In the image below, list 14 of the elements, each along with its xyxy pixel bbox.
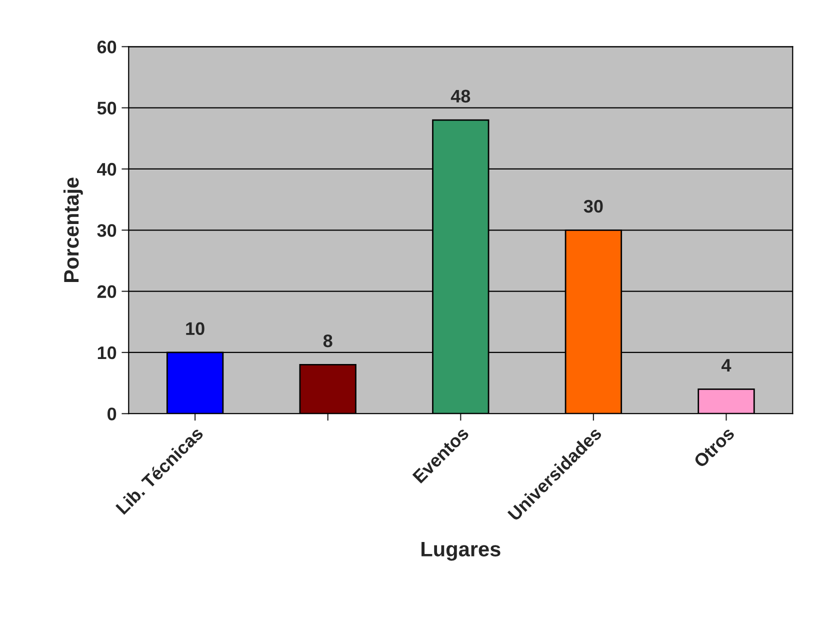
data-label: 10 (186, 322, 204, 336)
y-tick-label: 40 (97, 162, 116, 176)
y-axis-title: Porcentaje (63, 178, 83, 282)
data-label: 48 (450, 90, 470, 103)
data-label: 4 (722, 359, 732, 372)
y-tick-label: 0 (108, 408, 116, 420)
x-axis-title: Lugares (422, 542, 500, 561)
y-tick-label: 20 (97, 285, 116, 298)
y-tick-label: 10 (98, 346, 116, 360)
data-label: 8 (323, 334, 332, 348)
y-tick-label: 50 (97, 102, 116, 115)
y-tick-label: 60 (97, 40, 116, 54)
y-tick-label: 30 (97, 224, 116, 237)
data-label: 30 (584, 200, 603, 213)
